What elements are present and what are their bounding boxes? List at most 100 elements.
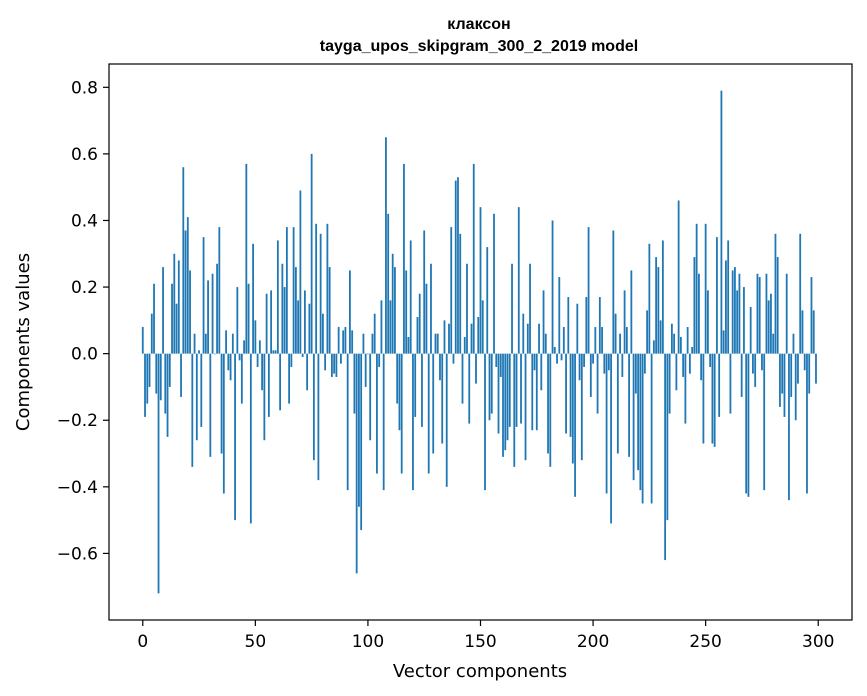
bar <box>371 333 374 354</box>
bar <box>243 340 245 354</box>
bar <box>745 353 748 494</box>
bar <box>367 353 369 355</box>
bar <box>806 353 808 494</box>
bar <box>634 353 637 394</box>
bar <box>315 223 318 354</box>
bar <box>497 353 500 434</box>
bar <box>797 353 799 384</box>
bar <box>659 320 662 354</box>
bar <box>454 180 457 354</box>
bar <box>679 337 682 354</box>
bar <box>727 240 730 354</box>
bar <box>373 313 376 354</box>
bar <box>542 290 545 354</box>
bar <box>459 233 462 354</box>
bar <box>421 353 423 427</box>
bar <box>533 353 536 371</box>
bar <box>159 353 162 401</box>
bar <box>353 353 356 414</box>
bar <box>707 290 709 354</box>
x-tick-label: 250 <box>689 632 721 652</box>
bar <box>256 353 259 367</box>
bar <box>292 227 295 354</box>
bar <box>441 353 444 444</box>
bar <box>270 290 273 354</box>
bar <box>333 353 336 374</box>
bar <box>603 353 606 374</box>
bar <box>779 353 781 407</box>
bar <box>157 353 160 594</box>
bar <box>670 323 673 354</box>
bar <box>785 273 788 354</box>
bar <box>439 353 441 381</box>
bar <box>544 333 547 354</box>
bar <box>774 233 777 354</box>
bar <box>702 353 705 444</box>
bar <box>801 310 804 354</box>
bar <box>493 213 495 354</box>
bar <box>808 353 811 394</box>
bar <box>382 353 385 491</box>
bar <box>234 353 236 521</box>
bar <box>189 270 191 354</box>
bar <box>677 200 680 354</box>
bar <box>355 353 358 574</box>
bar <box>175 303 178 354</box>
bar <box>718 353 721 417</box>
bar <box>193 333 196 354</box>
bar <box>204 333 207 354</box>
bar <box>376 353 378 474</box>
bar <box>342 330 345 354</box>
bar <box>466 263 468 354</box>
bar <box>155 353 158 394</box>
bar <box>520 353 522 424</box>
bar <box>499 353 502 377</box>
bar <box>756 273 759 354</box>
bar <box>477 317 480 354</box>
y-tick-label: 0.2 <box>71 278 98 298</box>
bar <box>540 353 543 391</box>
bar <box>484 353 486 491</box>
bar <box>758 277 761 354</box>
bar <box>398 353 401 431</box>
bar <box>236 287 239 354</box>
bar <box>531 353 534 431</box>
bar <box>249 353 252 524</box>
bar <box>254 320 257 354</box>
bar <box>168 353 171 387</box>
bar <box>416 317 419 354</box>
bar <box>472 163 475 354</box>
bar <box>565 353 567 434</box>
bar <box>378 353 381 367</box>
bar <box>686 327 689 354</box>
bar <box>207 280 209 354</box>
bar <box>258 340 261 354</box>
bar <box>792 333 795 354</box>
bar <box>150 313 153 354</box>
bar <box>551 220 554 354</box>
bar <box>265 293 268 354</box>
bar <box>288 353 291 404</box>
bar <box>486 247 489 354</box>
bar <box>637 353 640 471</box>
bar <box>578 353 581 381</box>
bar <box>589 353 592 397</box>
bar <box>164 353 167 414</box>
bar <box>655 257 658 354</box>
bar <box>272 350 275 354</box>
bar <box>452 353 455 364</box>
bar <box>673 333 676 354</box>
bar <box>326 223 329 354</box>
bar <box>713 353 716 447</box>
x-axis-label: Vector components <box>393 661 567 682</box>
bar <box>716 237 718 354</box>
bar <box>324 353 327 371</box>
bar <box>290 353 293 367</box>
bar-series <box>141 90 817 594</box>
bar <box>213 353 216 355</box>
bar <box>317 353 320 481</box>
bar <box>238 353 241 361</box>
bar <box>619 333 621 354</box>
bar <box>621 353 624 377</box>
bar <box>247 283 250 354</box>
